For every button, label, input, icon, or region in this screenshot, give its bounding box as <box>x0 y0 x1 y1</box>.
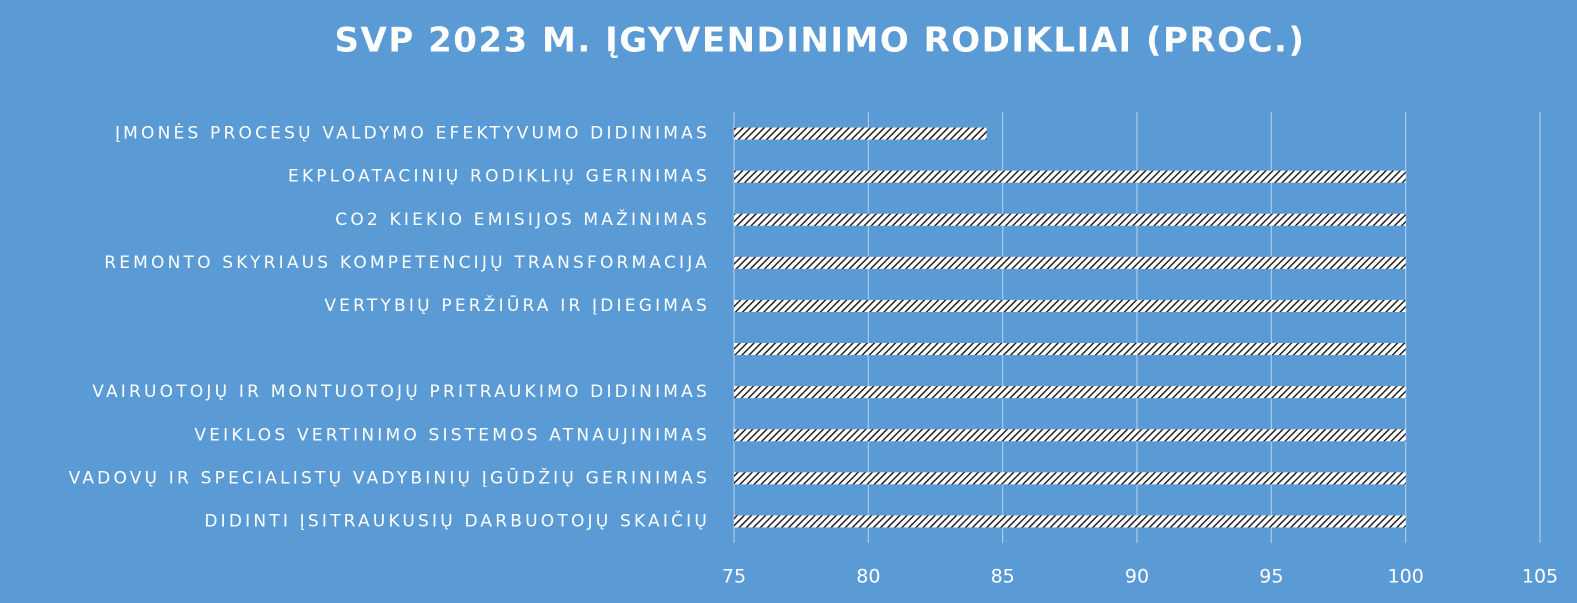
y-tick-label: CO2 KIEKIO EMISIJOS MAŽINIMAS <box>335 208 710 230</box>
bar <box>734 256 1406 269</box>
bar <box>734 472 1406 485</box>
y-tick-label: VEIKLOS VERTINIMO SISTEMOS ATNAUJINIMAS <box>194 425 710 445</box>
bar <box>734 213 1406 226</box>
bar <box>734 170 1406 183</box>
x-tick-label: 100 <box>1388 566 1424 588</box>
bar <box>734 429 1406 442</box>
y-tick-label: VADOVŲ IR SPECIALISTŲ VADYBINIŲ ĮGŪDŽIŲ … <box>69 466 710 488</box>
bar <box>734 386 1406 399</box>
chart-title: SVP 2023 M. ĮGYVENDINIMO RODIKLIAI (PROC… <box>335 21 1306 61</box>
bar <box>734 127 987 140</box>
x-tick-label: 85 <box>991 566 1015 588</box>
y-tick-label: VAIRUOTOJŲ IR MONTUOTOJŲ PRITRAUKIMO DID… <box>92 382 710 402</box>
x-tick-label: 105 <box>1522 566 1558 588</box>
bar <box>734 515 1406 528</box>
x-tick-label: 90 <box>1125 566 1149 588</box>
y-tick-label: VERTYBIŲ PERŽIŪRA IR ĮDIEGIMAS <box>324 294 710 316</box>
y-tick-label: ĮMONĖS PROCESŲ VALDYMO EFEKTYVUMO DIDINI… <box>115 123 710 144</box>
bar <box>734 343 1406 356</box>
x-tick-label: 95 <box>1259 566 1283 588</box>
y-tick-label: DIDINTI ĮSITRAUKUSIŲ DARBUOTOJŲ SKAIČIŲ <box>204 509 710 531</box>
x-tick-label: 75 <box>722 566 746 588</box>
x-tick-label: 80 <box>856 566 880 588</box>
bar <box>734 299 1406 312</box>
y-tick-label: EKPLOATACINIŲ RODIKLIŲ GERINIMAS <box>288 167 710 187</box>
y-tick-label: REMONTO SKYRIAUS KOMPETENCIJŲ TRANSFORMA… <box>104 253 710 273</box>
